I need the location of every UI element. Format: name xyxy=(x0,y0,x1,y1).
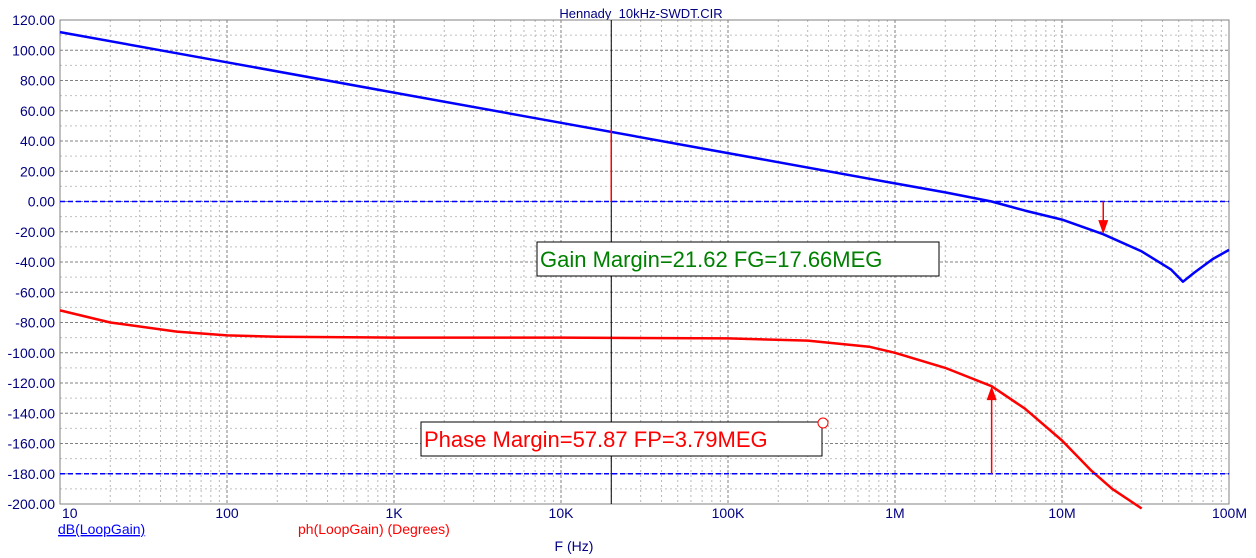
phase-margin-annotation: Phase Margin=57.87 FP=3.79MEG xyxy=(420,417,829,457)
y-tick-label: -80.00 xyxy=(15,315,55,331)
x-tick-label: 10K xyxy=(549,505,575,521)
y-tick-label: -200.00 xyxy=(8,496,56,512)
phase-margin-box xyxy=(420,421,823,457)
x-axis-ticks: 10 100 1K 10K 100K 1M 10M 100M xyxy=(62,505,1247,521)
y-tick-label: -20.00 xyxy=(15,224,55,240)
x-tick-label: 100M xyxy=(1212,505,1247,521)
phase-margin-label: Phase Margin=57.87 FP=3.79MEG xyxy=(424,427,768,452)
y-tick-label: 80.00 xyxy=(20,73,55,89)
series-layer xyxy=(59,30,1230,510)
gain-margin-label: Gain Margin=21.62 FG=17.66MEG xyxy=(540,247,882,272)
phase-margin-handle[interactable] xyxy=(817,417,829,429)
x-tick-label: 1K xyxy=(385,505,403,521)
x-axis-label: F (Hz) xyxy=(555,538,594,554)
y-tick-label: -40.00 xyxy=(15,254,55,270)
x-tick-label: 10M xyxy=(1048,505,1075,521)
phase-margin-arrowhead xyxy=(986,386,997,401)
y-axis-ticks: 120.00 100.00 80.00 60.00 40.00 20.00 0.00 -20.… xyxy=(8,12,56,512)
x-tick-label: 1M xyxy=(885,505,904,521)
gain-margin-arrowhead xyxy=(1098,220,1109,235)
legend-gain-label[interactable]: dB(LoopGain) xyxy=(58,521,145,537)
y-tick-label: -180.00 xyxy=(8,466,56,482)
y-tick-label: 60.00 xyxy=(20,103,55,119)
y-tick-label: -100.00 xyxy=(8,345,56,361)
y-tick-label: 0.00 xyxy=(28,194,55,210)
plot-frame xyxy=(59,19,1230,505)
y-tick-label: 20.00 xyxy=(20,163,55,179)
gain-margin-box xyxy=(536,241,940,277)
y-tick-label: -160.00 xyxy=(8,436,56,452)
legend-phase-label: ph(LoopGain) (Degrees) xyxy=(298,521,450,537)
y-tick-label: -120.00 xyxy=(8,375,56,391)
y-tick-label: 100.00 xyxy=(12,42,55,58)
y-tick-label: -60.00 xyxy=(15,284,55,300)
y-tick-label: 40.00 xyxy=(20,133,55,149)
y-tick-label: 120.00 xyxy=(12,12,55,28)
x-tick-label: 100K xyxy=(712,505,745,521)
series-db-loopgain xyxy=(59,30,1230,283)
gain-margin-annotation: Gain Margin=21.62 FG=17.66MEG xyxy=(536,241,940,277)
x-tick-label: 100 xyxy=(215,505,239,521)
y-tick-label: -140.00 xyxy=(8,405,56,421)
x-tick-label: 10 xyxy=(62,505,78,521)
chart-title: Hennady_10kHz-SWDT.CIR xyxy=(559,6,722,21)
series-ph-loopgain-degrees xyxy=(59,309,1143,510)
